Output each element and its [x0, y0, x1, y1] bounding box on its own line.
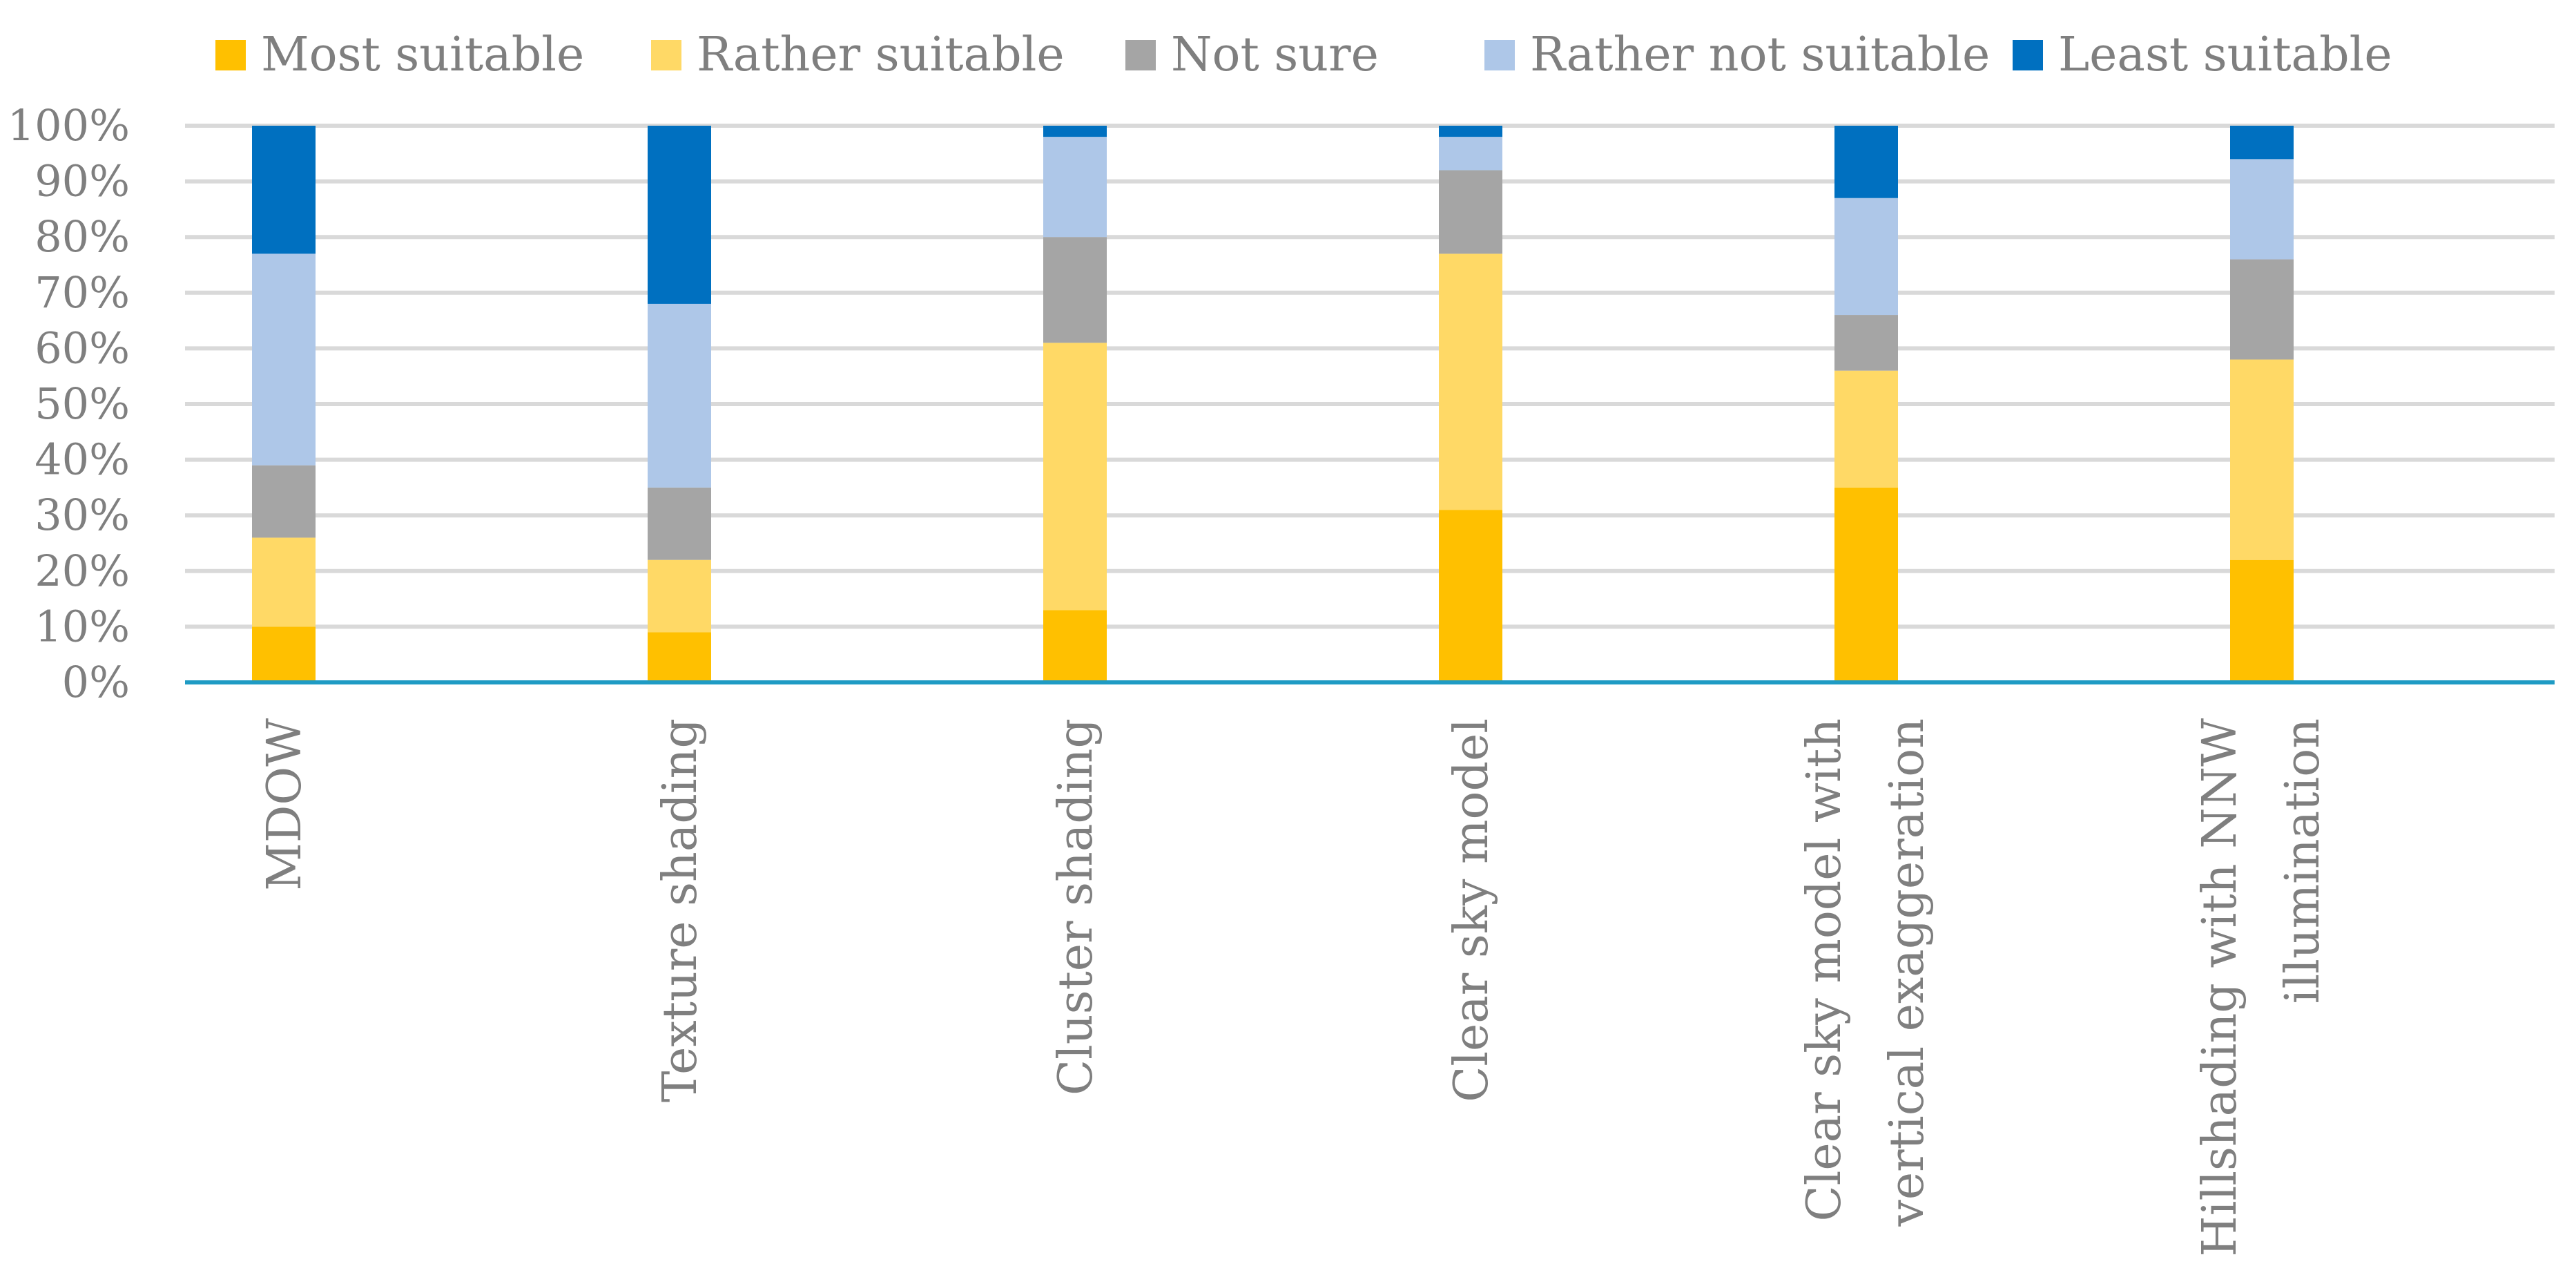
legend-swatch	[1484, 40, 1515, 70]
bar-segment	[648, 303, 711, 488]
legend-label: Not sure	[1171, 28, 1379, 82]
bar-segment	[648, 487, 711, 560]
y-tick-label: 70%	[35, 267, 130, 318]
bar-segment	[1043, 343, 1107, 611]
bar-segment	[1043, 137, 1107, 238]
x-category-label: vertical exaggeration	[1880, 718, 1935, 1227]
bar-segment	[2230, 159, 2294, 260]
bar-segment	[1439, 137, 1502, 171]
bar-segment	[1439, 170, 1502, 254]
bar-segment	[1834, 370, 1898, 488]
y-tick-label: 100%	[8, 100, 130, 151]
y-axis-ticks: 0% 10%20% 30%40%50%60%70%80%90%100%	[8, 100, 130, 707]
bar-segment	[252, 126, 316, 254]
bar-segment	[2230, 259, 2294, 360]
x-category-label: Hillshading with NNW	[2193, 718, 2247, 1257]
x-axis-labels: MDOW Texture shading Cluster shading Clear …	[258, 718, 2330, 1257]
bar-segment	[648, 559, 711, 633]
y-tick-label: 20%	[35, 546, 130, 596]
bar-segment	[1439, 253, 1502, 510]
legend-swatch	[215, 40, 246, 70]
legend-label: Rather not suitable	[1530, 28, 1990, 82]
bars	[252, 126, 2294, 682]
bar-segment	[252, 465, 316, 538]
bar-segment	[648, 632, 711, 682]
legend-label: Most suitable	[261, 28, 584, 82]
legend-swatch	[1125, 40, 1156, 70]
y-tick-label: 30%	[35, 490, 130, 540]
legend-swatch	[2013, 40, 2043, 70]
bar-segment	[1834, 126, 1898, 198]
gridlines	[185, 124, 2555, 629]
bar-segment	[252, 253, 316, 466]
bar-segment	[2230, 359, 2294, 560]
bar-segment	[648, 126, 711, 304]
bar-segment	[2230, 559, 2294, 682]
bar-segment	[1043, 126, 1107, 137]
bar-segment	[1439, 510, 1502, 682]
y-tick-label: 10%	[35, 601, 130, 651]
y-tick-label: 90%	[35, 156, 130, 207]
y-tick-label: 50%	[35, 378, 130, 429]
x-category-label: MDOW	[258, 718, 312, 891]
bar-segment	[252, 626, 316, 682]
bar-segment	[2230, 126, 2294, 160]
y-tick-label: 80%	[35, 211, 130, 262]
x-category-label: illumination	[2276, 718, 2330, 1004]
legend-swatch	[651, 40, 681, 70]
y-tick-label: 0%	[62, 657, 130, 707]
x-category-label: Texture shading	[653, 718, 708, 1102]
bar-segment	[1043, 610, 1107, 682]
legend-label: Rather suitable	[697, 28, 1065, 82]
bar-segment	[1043, 237, 1107, 343]
y-tick-label: 40%	[35, 434, 130, 485]
x-category-label: Cluster shading	[1049, 718, 1103, 1095]
bar-segment	[1834, 315, 1898, 371]
legend-label: Least suitable	[2058, 28, 2392, 82]
bar-segment	[1834, 198, 1898, 316]
bar-segment	[252, 537, 316, 627]
bar-segment	[1834, 487, 1898, 682]
bar-segment	[1439, 126, 1502, 137]
x-category-label: Clear sky model with	[1797, 718, 1852, 1221]
legend: Most suitable Rather suitable Not sure Rath…	[215, 28, 2392, 82]
y-tick-label: 60%	[35, 323, 130, 373]
x-category-label: Clear sky model	[1444, 718, 1499, 1102]
